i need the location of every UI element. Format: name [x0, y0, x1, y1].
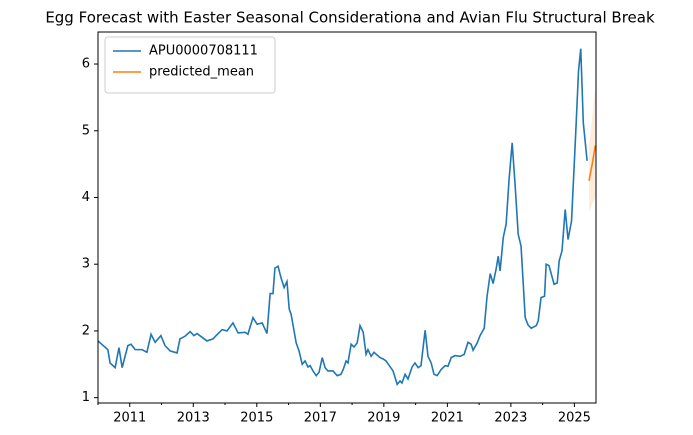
x-tick-label: 2011 — [113, 411, 146, 426]
confidence-band — [589, 87, 596, 213]
y-tick-label: 2 — [82, 323, 90, 338]
legend-label: APU0000708111 — [149, 44, 258, 59]
axes-frame — [97, 31, 597, 404]
x-tick-label: 2017 — [304, 411, 337, 426]
legend-box — [104, 36, 276, 94]
y-tick-label: 4 — [82, 190, 90, 205]
y-tick-label: 3 — [82, 257, 90, 272]
x-tick-label: 2023 — [494, 411, 527, 426]
x-tick-label: 2021 — [431, 411, 464, 426]
series-line — [98, 48, 588, 386]
x-tick-label: 2025 — [558, 411, 591, 426]
plot-area — [98, 48, 596, 386]
y-tick-label: 1 — [82, 390, 90, 405]
y-tick-label: 5 — [82, 123, 90, 138]
series-line — [588, 145, 596, 181]
chart-title: Egg Forecast with Easter Seasonal Consid… — [45, 9, 655, 27]
legend-label: predicted_mean — [149, 65, 254, 80]
x-tick-label: 2019 — [367, 411, 400, 426]
x-tick-label: 2013 — [177, 411, 210, 426]
x-tick-label: 2015 — [240, 411, 273, 426]
y-tick-label: 6 — [82, 57, 90, 72]
